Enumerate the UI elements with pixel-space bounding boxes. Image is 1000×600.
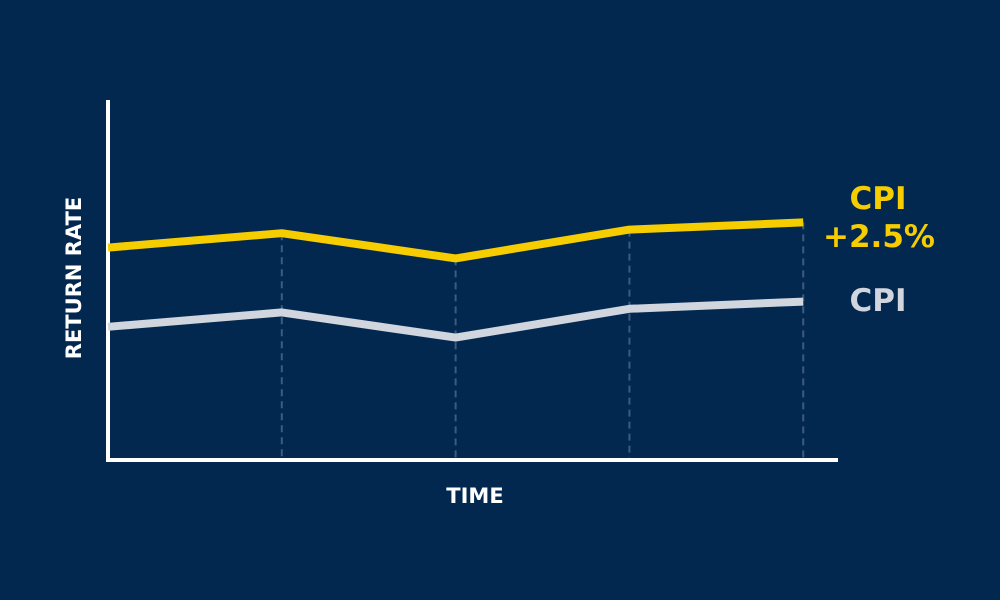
series-line (107, 218, 804, 263)
x-axis-title: TIME (446, 484, 503, 508)
series-line (107, 297, 804, 342)
legend-label: CPI (849, 282, 907, 319)
y-axis-title: RETURN RATE (62, 197, 86, 359)
legend-label: CPI +2.5% (823, 181, 935, 256)
